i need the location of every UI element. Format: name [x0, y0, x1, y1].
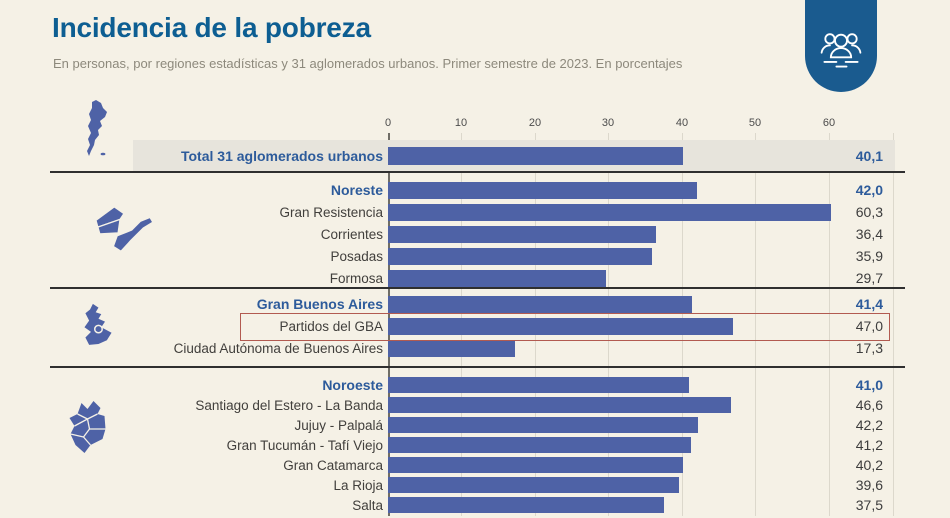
axis-tick: 50 [748, 117, 762, 129]
bar [388, 295, 692, 313]
row-value: 39,6 [855, 477, 883, 493]
row-corrientes: Corrientes 36,4 [50, 223, 905, 245]
bar [388, 457, 683, 473]
row-posadas: Posadas 35,9 [50, 245, 905, 267]
row-formosa: Formosa 29,7 [50, 267, 905, 289]
row-label: Salta [352, 497, 383, 513]
row-salta: Salta 37,5 [50, 495, 905, 515]
section-divider [50, 366, 905, 368]
row-label: Gran Tucumán - Tafí Viejo [226, 437, 383, 453]
row-value: 29,7 [855, 270, 883, 286]
section-divider [50, 171, 905, 173]
row-value: 41,2 [855, 437, 883, 453]
total-value: 40,1 [855, 147, 883, 164]
gba-region-map-icon [84, 303, 112, 345]
row-label: Santiago del Estero - La Banda [195, 397, 383, 413]
total-row: Total 31 aglomerados urbanos 40,1 [50, 140, 905, 171]
row-value: 37,5 [855, 497, 883, 513]
bar [388, 377, 689, 393]
row-value: 60,3 [855, 204, 883, 220]
row-label: La Rioja [333, 477, 383, 493]
row-value: 47,0 [855, 318, 883, 334]
gridline [829, 133, 830, 516]
row-value: 35,9 [855, 248, 883, 264]
page-subtitle: En personas, por regiones estadísticas y… [53, 56, 683, 71]
bar [388, 225, 656, 243]
row-label: Partidos del GBA [279, 318, 383, 334]
row-label: Gran Catamarca [283, 457, 383, 473]
people-group-badge [805, 0, 877, 92]
bar [388, 247, 652, 265]
highlight-box-partidos-gba [240, 313, 890, 341]
bar [388, 417, 698, 433]
section-divider [50, 287, 905, 289]
axis-tick: 0 [384, 117, 392, 129]
row-label: Gran Resistencia [279, 204, 383, 220]
row-santiago-del-estero: Santiago del Estero - La Banda 46,6 [50, 395, 905, 415]
row-jujuy-palpala: Jujuy - Palpalá 42,2 [50, 415, 905, 435]
axis-tick: 40 [675, 117, 689, 129]
row-label: Formosa [329, 270, 383, 286]
people-group-icon [820, 33, 862, 68]
total-label: Total 31 aglomerados urbanos [180, 147, 383, 164]
row-label: Ciudad Autónoma de Buenos Aires [173, 340, 383, 356]
region-row-noreste: Noreste 42,0 [50, 179, 905, 201]
row-label: Jujuy - Palpalá [294, 417, 383, 433]
bar [388, 269, 606, 287]
axis-tick: 10 [454, 117, 468, 129]
row-value: 41,4 [855, 296, 883, 312]
gridline [893, 133, 894, 516]
row-caba: Ciudad Autónoma de Buenos Aires 17,3 [50, 337, 905, 359]
row-label: Corrientes [320, 226, 383, 242]
row-gran-tucuman: Gran Tucumán - Tafí Viejo 41,2 [50, 435, 905, 455]
noroeste-region-map-icon [69, 401, 106, 453]
row-value: 41,0 [855, 377, 883, 393]
bar [388, 317, 733, 335]
total-bar [388, 146, 683, 165]
row-label: Noreste [330, 182, 383, 198]
noreste-region-map-icon [95, 206, 154, 252]
bar [388, 339, 515, 357]
row-la-rioja: La Rioja 39,6 [50, 475, 905, 495]
bar [388, 477, 679, 493]
page-title: Incidencia de la pobreza [52, 12, 371, 43]
bar [388, 497, 664, 513]
region-row-gran-buenos-aires: Gran Buenos Aires 41,4 [50, 293, 905, 315]
axis-tick: 30 [601, 117, 615, 129]
gridline [755, 133, 756, 516]
row-label: Posadas [330, 248, 383, 264]
row-gran-resistencia: Gran Resistencia 60,3 [50, 201, 905, 223]
row-value: 46,6 [855, 397, 883, 413]
bar [388, 181, 697, 199]
axis-tick: 60 [822, 117, 836, 129]
row-value: 40,2 [855, 457, 883, 473]
row-label: Noroeste [322, 377, 383, 393]
row-value: 17,3 [855, 340, 883, 356]
axis-tick: 20 [528, 117, 542, 129]
row-partidos-del-gba: Partidos del GBA 47,0 [50, 315, 905, 337]
region-row-noroeste: Noroeste 41,0 [50, 375, 905, 395]
bar [388, 437, 691, 453]
argentina-map-icon [87, 100, 107, 156]
bar [388, 203, 831, 221]
row-value: 36,4 [855, 226, 883, 242]
row-gran-catamarca: Gran Catamarca 40,2 [50, 455, 905, 475]
bar [388, 397, 731, 413]
row-label: Gran Buenos Aires [256, 296, 383, 312]
row-value: 42,2 [855, 417, 883, 433]
row-value: 42,0 [855, 182, 883, 198]
